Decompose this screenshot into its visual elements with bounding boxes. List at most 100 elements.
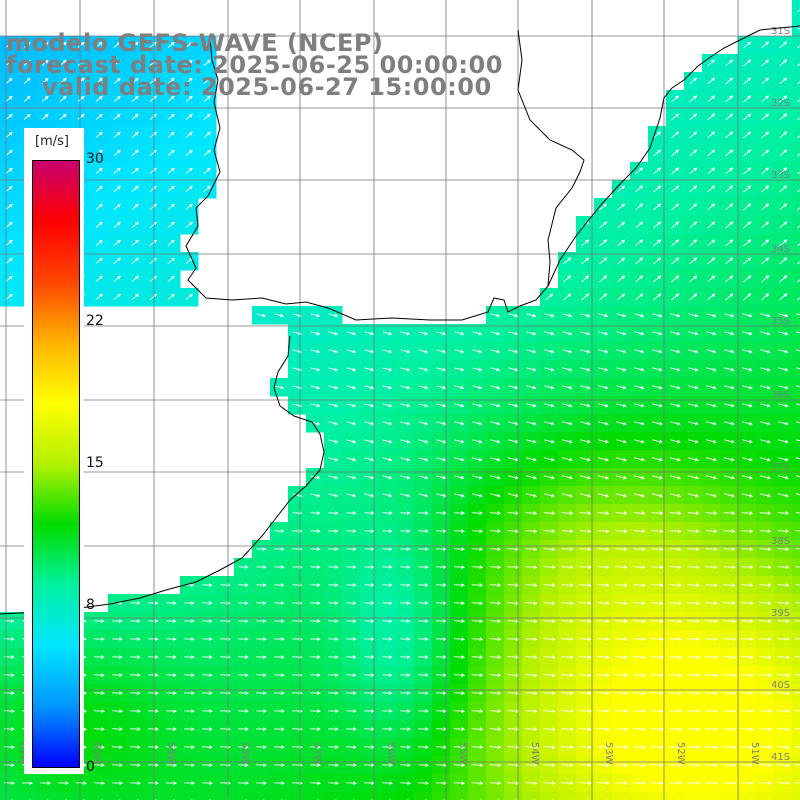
wind-arrow: [743, 257, 752, 265]
wind-arrow: [796, 349, 800, 352]
wind-arrow: [525, 583, 538, 588]
wind-arrow: [382, 457, 393, 462]
wind-arrow: [131, 131, 139, 138]
wind-arrow: [704, 781, 719, 786]
wind-arrow: [562, 367, 573, 372]
wind-arrow: [418, 691, 429, 695]
wind-arrow: [489, 493, 501, 498]
wind-arrow: [633, 601, 646, 606]
wind-arrow: [526, 385, 537, 390]
wind-arrow: [632, 727, 647, 732]
wind-arrow: [543, 691, 556, 696]
wind-arrow: [687, 511, 700, 516]
wind-arrow: [382, 367, 393, 372]
wind-speed-cell: [792, 270, 800, 289]
wind-arrow: [689, 275, 698, 283]
wind-arrow: [707, 203, 716, 211]
wind-arrow: [669, 421, 681, 426]
wind-arrow: [5, 203, 13, 210]
wind-arrow: [543, 745, 556, 750]
wind-arrow: [93, 709, 105, 714]
wind-arrow: [346, 547, 357, 551]
wind-arrow: [238, 745, 249, 749]
wind-arrow: [95, 275, 103, 283]
wind-arrow: [418, 421, 429, 426]
wind-arrow: [167, 149, 175, 156]
wind-arrow: [507, 637, 520, 642]
wind-arrow: [203, 95, 211, 102]
wind-arrow: [651, 475, 664, 480]
wind-arrow: [274, 313, 285, 318]
wind-arrow: [328, 673, 339, 677]
wind-arrow: [669, 511, 682, 516]
wind-arrow: [797, 171, 800, 175]
wind-arrow: [346, 601, 357, 605]
wind-arrow: [167, 275, 175, 283]
wind-speed-cell: [792, 324, 800, 343]
wind-arrow: [23, 113, 31, 120]
wind-arrow: [758, 727, 773, 732]
wind-speed-cell: [630, 792, 649, 800]
wind-arrow: [617, 203, 626, 211]
wind-arrow: [668, 673, 683, 678]
wind-arrow: [274, 529, 285, 533]
wind-arrow: [5, 257, 13, 264]
colorbar-tick-label: 0: [86, 759, 95, 775]
wind-arrow: [453, 727, 466, 732]
wind-arrow: [616, 313, 627, 318]
wind-arrow: [5, 95, 13, 102]
wind-arrow: [617, 221, 626, 229]
wind-arrow: [166, 619, 177, 623]
wind-arrow: [797, 279, 800, 283]
wind-arrow: [454, 403, 465, 408]
wind-arrow: [759, 583, 772, 588]
wind-arrow: [650, 655, 665, 660]
wind-arrow: [274, 637, 285, 641]
wind-arrow: [184, 655, 195, 659]
wind-arrow: [704, 709, 719, 714]
wind-arrow: [776, 709, 791, 714]
wind-arrow: [472, 475, 483, 480]
wind-arrow: [596, 781, 610, 786]
wind-arrow: [797, 63, 800, 67]
wind-arrow: [687, 475, 700, 480]
wind-arrow: [364, 367, 375, 372]
wind-arrow: [544, 331, 555, 336]
wind-arrow: [508, 331, 519, 336]
wind-arrow: [795, 674, 800, 676]
wind-arrow: [779, 203, 788, 211]
wind-arrow: [776, 745, 791, 750]
wind-speed-cell: [378, 792, 397, 800]
wind-arrow: [723, 583, 736, 588]
wind-arrow: [578, 709, 592, 714]
wind-arrow: [400, 475, 411, 480]
wind-speed-cell: [792, 450, 800, 469]
wind-arrow: [724, 313, 735, 318]
wind-arrow: [418, 403, 429, 408]
wind-arrow: [328, 547, 339, 551]
wind-arrow: [688, 403, 699, 408]
wind-arrow: [454, 475, 465, 480]
wind-arrow: [723, 511, 736, 516]
wind-arrow: [274, 673, 285, 677]
wind-arrow: [686, 673, 701, 678]
wind-arrow: [453, 745, 466, 750]
wind-arrow: [471, 547, 484, 552]
wind-arrow: [740, 637, 754, 642]
wind-arrow: [579, 529, 592, 534]
wind-arrow: [743, 185, 752, 193]
wind-arrow: [561, 691, 574, 696]
wind-arrow: [688, 385, 699, 390]
wind-arrow: [671, 185, 680, 193]
wind-arrow: [166, 691, 177, 695]
wind-arrow: [758, 691, 773, 696]
wind-arrow: [779, 95, 788, 103]
wind-arrow: [346, 349, 357, 354]
wind-arrow: [635, 221, 644, 229]
wind-arrow: [346, 385, 357, 390]
wind-arrow: [129, 763, 141, 768]
wind-arrow: [761, 239, 770, 247]
wind-arrow: [166, 655, 177, 659]
wind-arrow: [472, 349, 483, 354]
wind-arrow: [724, 403, 735, 408]
